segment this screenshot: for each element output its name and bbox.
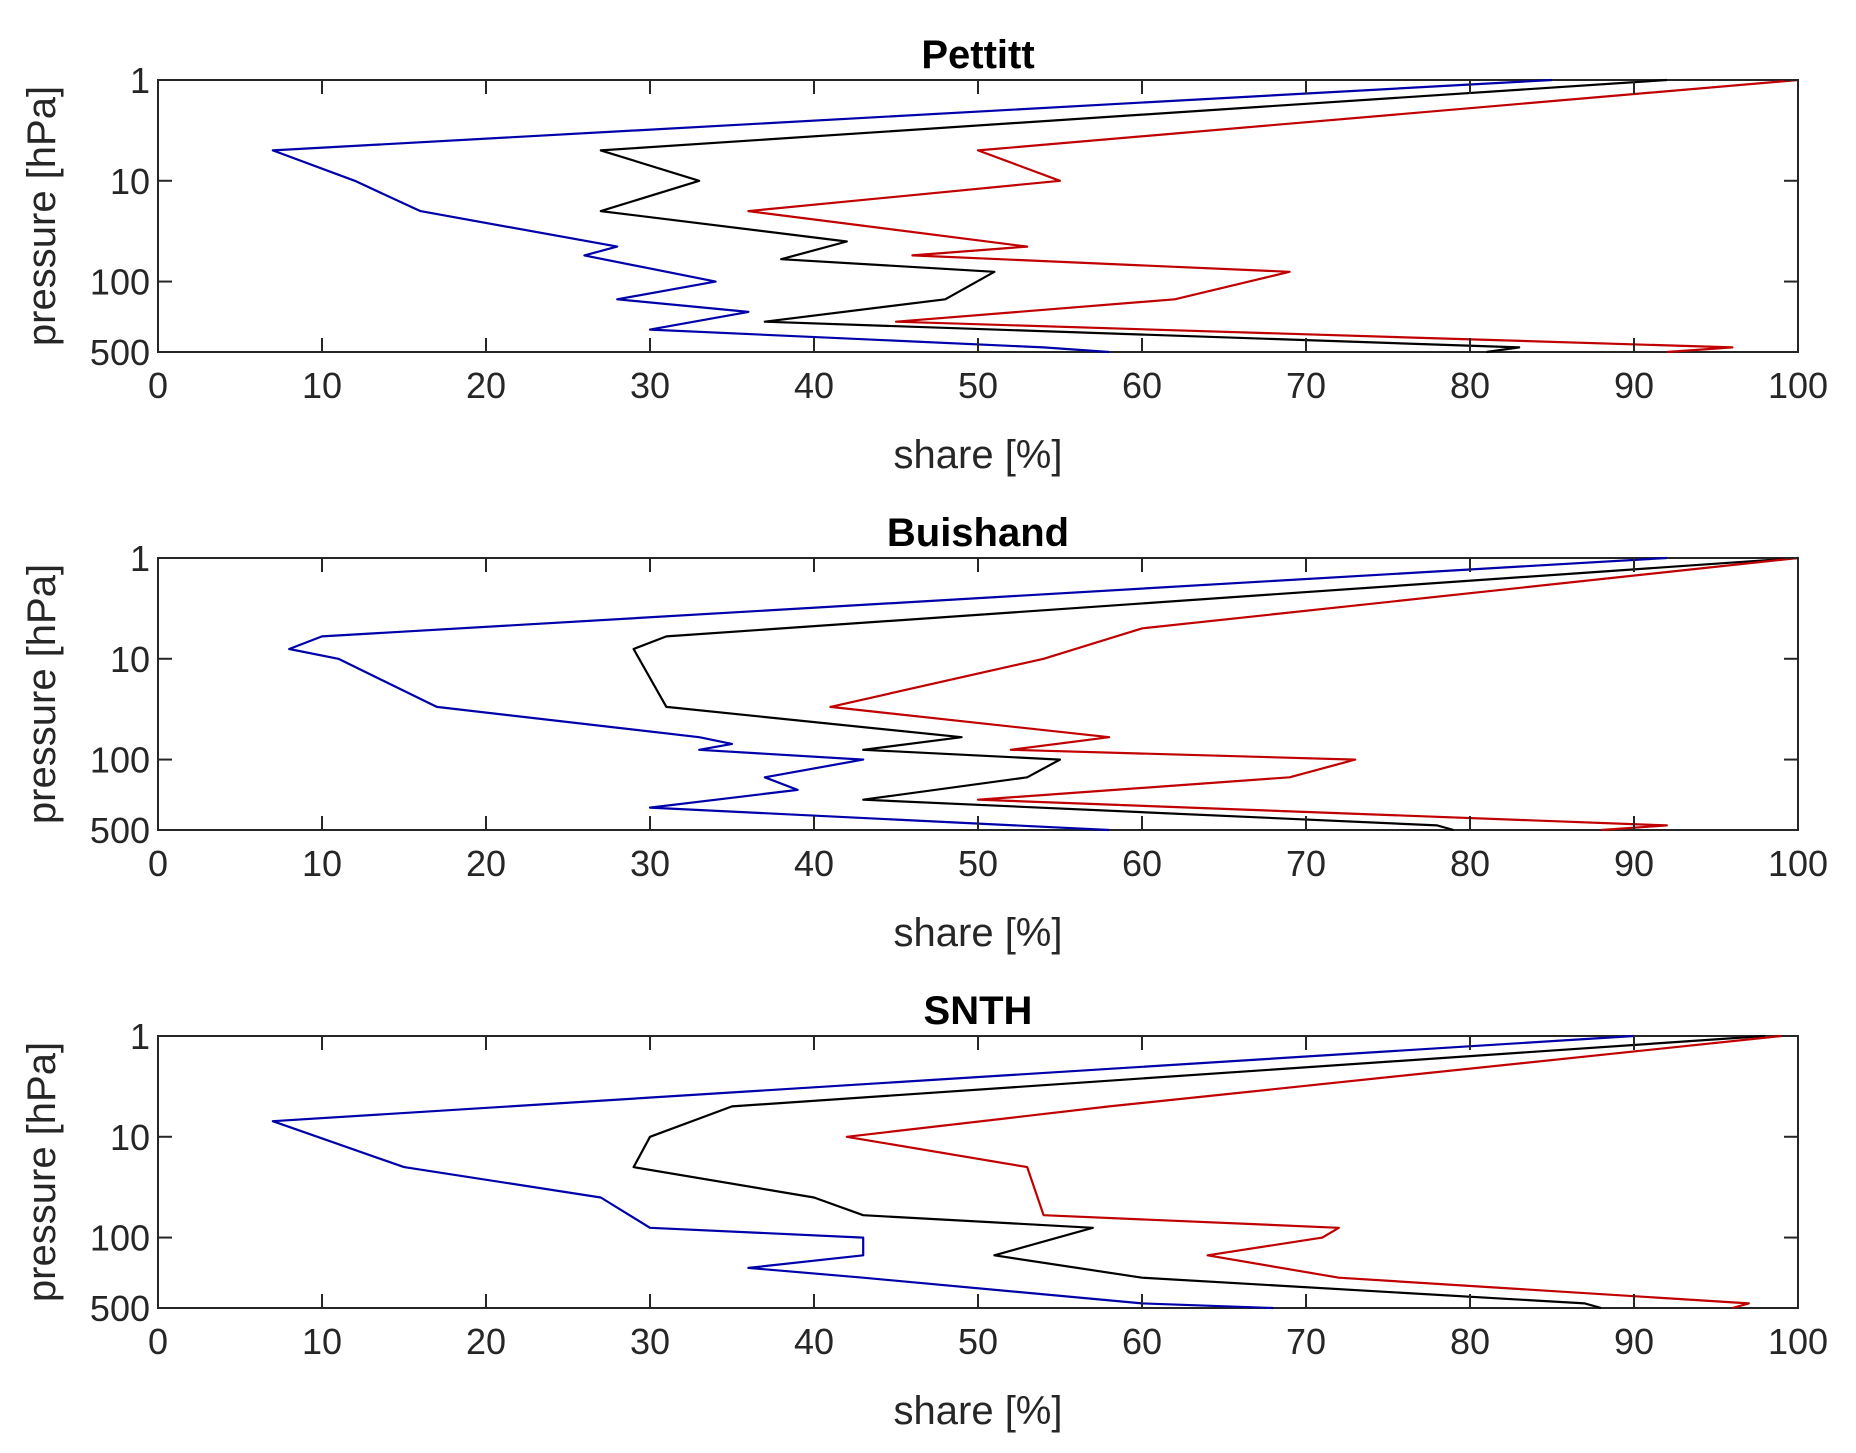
- x-tick-label: 90: [1614, 1321, 1654, 1362]
- series-line-red: [829, 556, 1799, 832]
- x-axis-label: share [%]: [894, 911, 1063, 955]
- x-tick-label: 10: [302, 1321, 342, 1362]
- x-tick-label: 80: [1450, 1321, 1490, 1362]
- x-tick-label: 60: [1122, 843, 1162, 884]
- series-line-black: [632, 1034, 1766, 1310]
- y-axis: 1 10 100 500: [90, 538, 1798, 851]
- y-axis: 1 10 100 500: [90, 60, 1798, 373]
- y-axis-label: pressure [hPa]: [20, 1042, 64, 1302]
- x-tick-label: 20: [466, 1321, 506, 1362]
- x-axis: 0 10 20 30 40 50 60 70 80 90 100: [148, 80, 1828, 406]
- y-tick-label: 1: [130, 538, 150, 579]
- chart-title: Buishand: [887, 511, 1069, 555]
- x-tick-label: 0: [148, 843, 168, 884]
- x-tick-label: 60: [1122, 365, 1162, 406]
- series-line-red: [845, 1034, 1782, 1310]
- x-tick-label: 20: [466, 365, 506, 406]
- y-tick-label: 1: [130, 60, 150, 101]
- x-tick-label: 90: [1614, 843, 1654, 884]
- y-tick-label: 10: [110, 1117, 150, 1158]
- x-tick-label: 20: [466, 843, 506, 884]
- y-axis-label: pressure [hPa]: [20, 564, 64, 824]
- x-tick-label: 40: [794, 365, 834, 406]
- x-axis: 0 10 20 30 40 50 60 70 80 90 100: [148, 1036, 1828, 1362]
- chart-title: SNTH: [924, 989, 1033, 1033]
- x-tick-label: 40: [794, 843, 834, 884]
- x-tick-label: 30: [630, 365, 670, 406]
- x-tick-label: 40: [794, 1321, 834, 1362]
- series-line-blue: [271, 78, 1553, 354]
- x-tick-label: 50: [958, 843, 998, 884]
- series-line-blue: [288, 556, 1667, 832]
- x-tick-label: 50: [958, 365, 998, 406]
- x-tick-label: 50: [958, 1321, 998, 1362]
- x-tick-label: 10: [302, 843, 342, 884]
- x-tick-label: 10: [302, 365, 342, 406]
- y-tick-label: 100: [90, 740, 150, 781]
- y-axis-label: pressure [hPa]: [20, 86, 64, 346]
- x-tick-label: 0: [148, 365, 168, 406]
- x-tick-label: 0: [148, 1321, 168, 1362]
- x-tick-label: 100: [1768, 365, 1828, 406]
- series-line-black: [632, 556, 1799, 832]
- x-tick-label: 70: [1286, 365, 1326, 406]
- axes-box: [157, 79, 1799, 353]
- series-line-red: [747, 78, 1799, 354]
- x-axis-label: share [%]: [894, 1389, 1063, 1433]
- x-axis: 0 10 20 30 40 50 60 70 80 90 100: [148, 558, 1828, 884]
- y-tick-label: 1: [130, 1016, 150, 1057]
- x-tick-label: 70: [1286, 1321, 1326, 1362]
- x-tick-label: 90: [1614, 365, 1654, 406]
- y-tick-label: 10: [110, 639, 150, 680]
- y-tick-label: 100: [90, 262, 150, 303]
- series-line-black: [599, 78, 1667, 354]
- series-layer: [288, 556, 1799, 832]
- x-tick-label: 30: [630, 1321, 670, 1362]
- x-tick-label: 70: [1286, 843, 1326, 884]
- x-tick-label: 80: [1450, 365, 1490, 406]
- y-tick-label: 10: [110, 161, 150, 202]
- x-tick-label: 80: [1450, 843, 1490, 884]
- y-tick-label: 500: [90, 810, 150, 851]
- series-layer: [271, 78, 1799, 354]
- y-tick-label: 100: [90, 1218, 150, 1259]
- x-axis-label: share [%]: [894, 433, 1063, 477]
- series-line-blue: [271, 1034, 1635, 1310]
- x-tick-label: 100: [1768, 1321, 1828, 1362]
- series-layer: [271, 1034, 1782, 1310]
- x-tick-label: 60: [1122, 1321, 1162, 1362]
- chart-title: Pettitt: [921, 33, 1034, 77]
- x-tick-label: 30: [630, 843, 670, 884]
- x-tick-label: 100: [1768, 843, 1828, 884]
- y-tick-label: 500: [90, 1288, 150, 1329]
- y-axis: 1 10 100 500: [90, 1016, 1798, 1329]
- y-tick-label: 500: [90, 332, 150, 373]
